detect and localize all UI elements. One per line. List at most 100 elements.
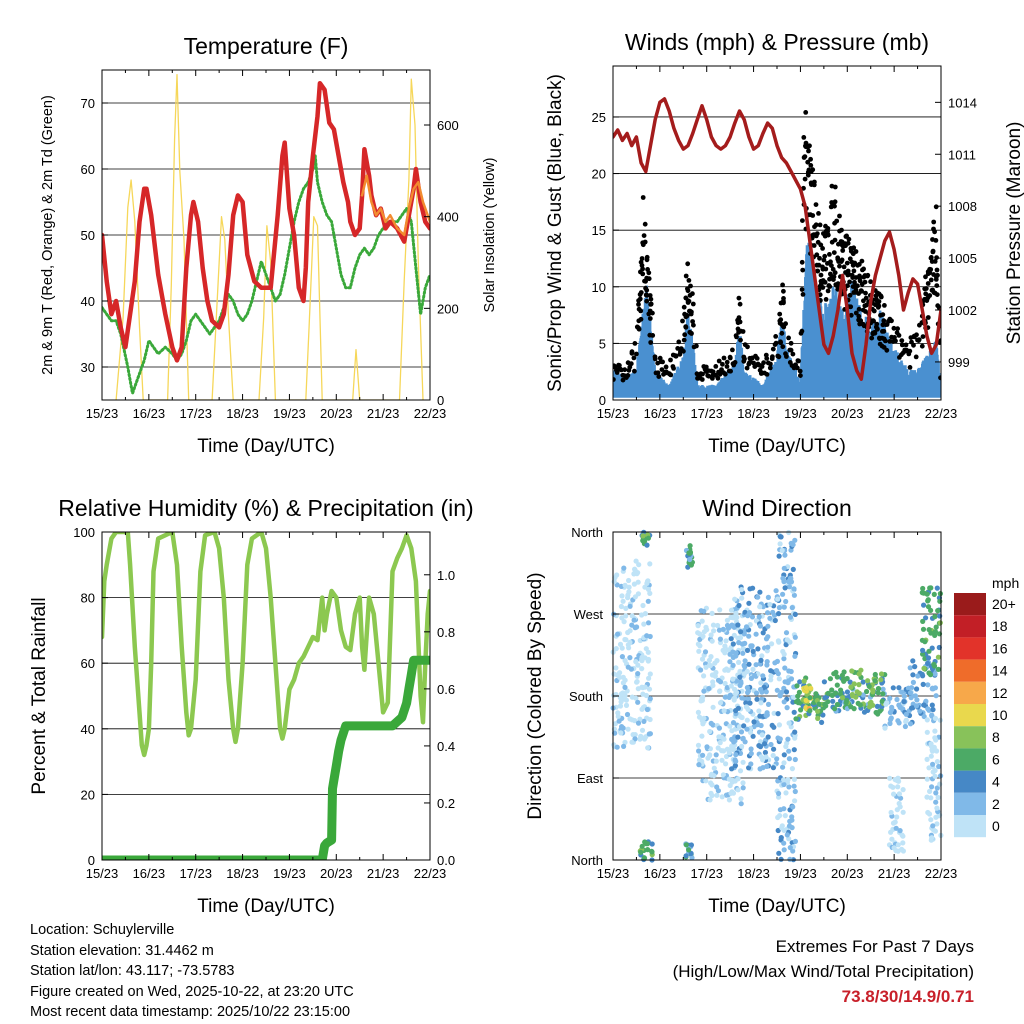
direction-point [647,633,653,640]
gust-point [781,300,786,306]
humidity-x-axis-label: Time (Day/UTC) [197,896,335,917]
gust-point [638,259,644,265]
direction-point [723,761,729,767]
direction-point [765,644,771,650]
direction-point [924,729,930,735]
direction-point [776,722,783,728]
gust-point [720,361,725,367]
direction-point [920,681,926,688]
gust-point [681,304,687,310]
direction-point [720,626,726,633]
direction-point [622,684,628,691]
direction-point [627,628,633,634]
gust-point [823,297,829,302]
direction-point [792,537,798,543]
direction-point [887,775,893,781]
x-tick-label: 20/23 [320,406,353,421]
gust-point [799,287,805,292]
direction-point [816,701,822,707]
direction-point [935,608,941,614]
direction-point [618,730,624,736]
gust-point [790,351,796,357]
direction-point [687,556,693,563]
direction-point [899,689,905,695]
direction-point [776,676,782,682]
gust-point [811,243,817,248]
x-tick-label: 19/23 [273,866,306,881]
gust-point [742,356,747,362]
direction-point [739,595,745,601]
gust-point [737,301,743,307]
direction-point [641,855,648,861]
direction-point [728,614,734,621]
gust-point [647,293,653,298]
colorbar-swatch [954,770,986,793]
direction-point [792,838,799,845]
direction-point [764,659,770,665]
direction-point [736,602,742,609]
direction-point [735,787,741,793]
colorbar-swatch [954,704,986,727]
direction-point [633,558,639,564]
direction-point [937,717,943,723]
direction-point [730,662,736,669]
direction-point [765,610,771,616]
direction-point [841,678,847,684]
direction-point [732,596,738,602]
direction-point [758,722,764,729]
direction-point [907,665,913,671]
y-tick-label: 20 [81,787,95,802]
direction-point [757,604,763,610]
gust-point [648,340,654,345]
gust-point [832,184,838,190]
gust-point [689,331,694,336]
direction-point [924,776,930,782]
direction-point [788,540,794,546]
direction-point [632,732,638,738]
colorbar-swatch [954,748,986,771]
direction-point [866,683,872,689]
direction-point [932,629,939,635]
gust-point [828,259,833,265]
direction-point [730,720,737,726]
gust-point [622,367,628,373]
direction-point [769,641,775,647]
gust-point [715,375,721,381]
y-tick-label: 30 [81,360,95,375]
x-tick-label: 17/23 [179,866,212,881]
direction-point [765,701,772,708]
gust-point [642,239,648,245]
direction-point [745,689,751,696]
direction-point [815,708,821,714]
direction-point [743,624,750,630]
direction-point [615,713,621,720]
direction-point [629,613,635,619]
direction-point [723,638,729,644]
direction-point [791,694,797,700]
gust-point [688,311,694,317]
direction-point [744,685,751,691]
direction-point [932,828,939,834]
gust-point [694,371,700,377]
direction-point [646,686,653,692]
extremes-title: Extremes For Past 7 Days [775,937,974,956]
gust-point [821,257,827,263]
direction-point [748,750,754,757]
gust-point [767,365,773,371]
direction-point [760,630,766,636]
gust-point [751,360,756,366]
direction-point [813,691,819,697]
direction-point [774,756,780,762]
gust-point [923,274,928,280]
direction-point [707,797,713,803]
direction-point [695,630,701,636]
gust-point [818,272,824,278]
direction-point [645,598,651,604]
direction-point [743,700,749,706]
gust-point [837,263,842,269]
gust-point [932,259,938,264]
temperature-9m-line [360,174,430,237]
x-tick-label: 15/23 [597,866,630,881]
gust-point [914,332,919,338]
direction-point [831,671,837,677]
